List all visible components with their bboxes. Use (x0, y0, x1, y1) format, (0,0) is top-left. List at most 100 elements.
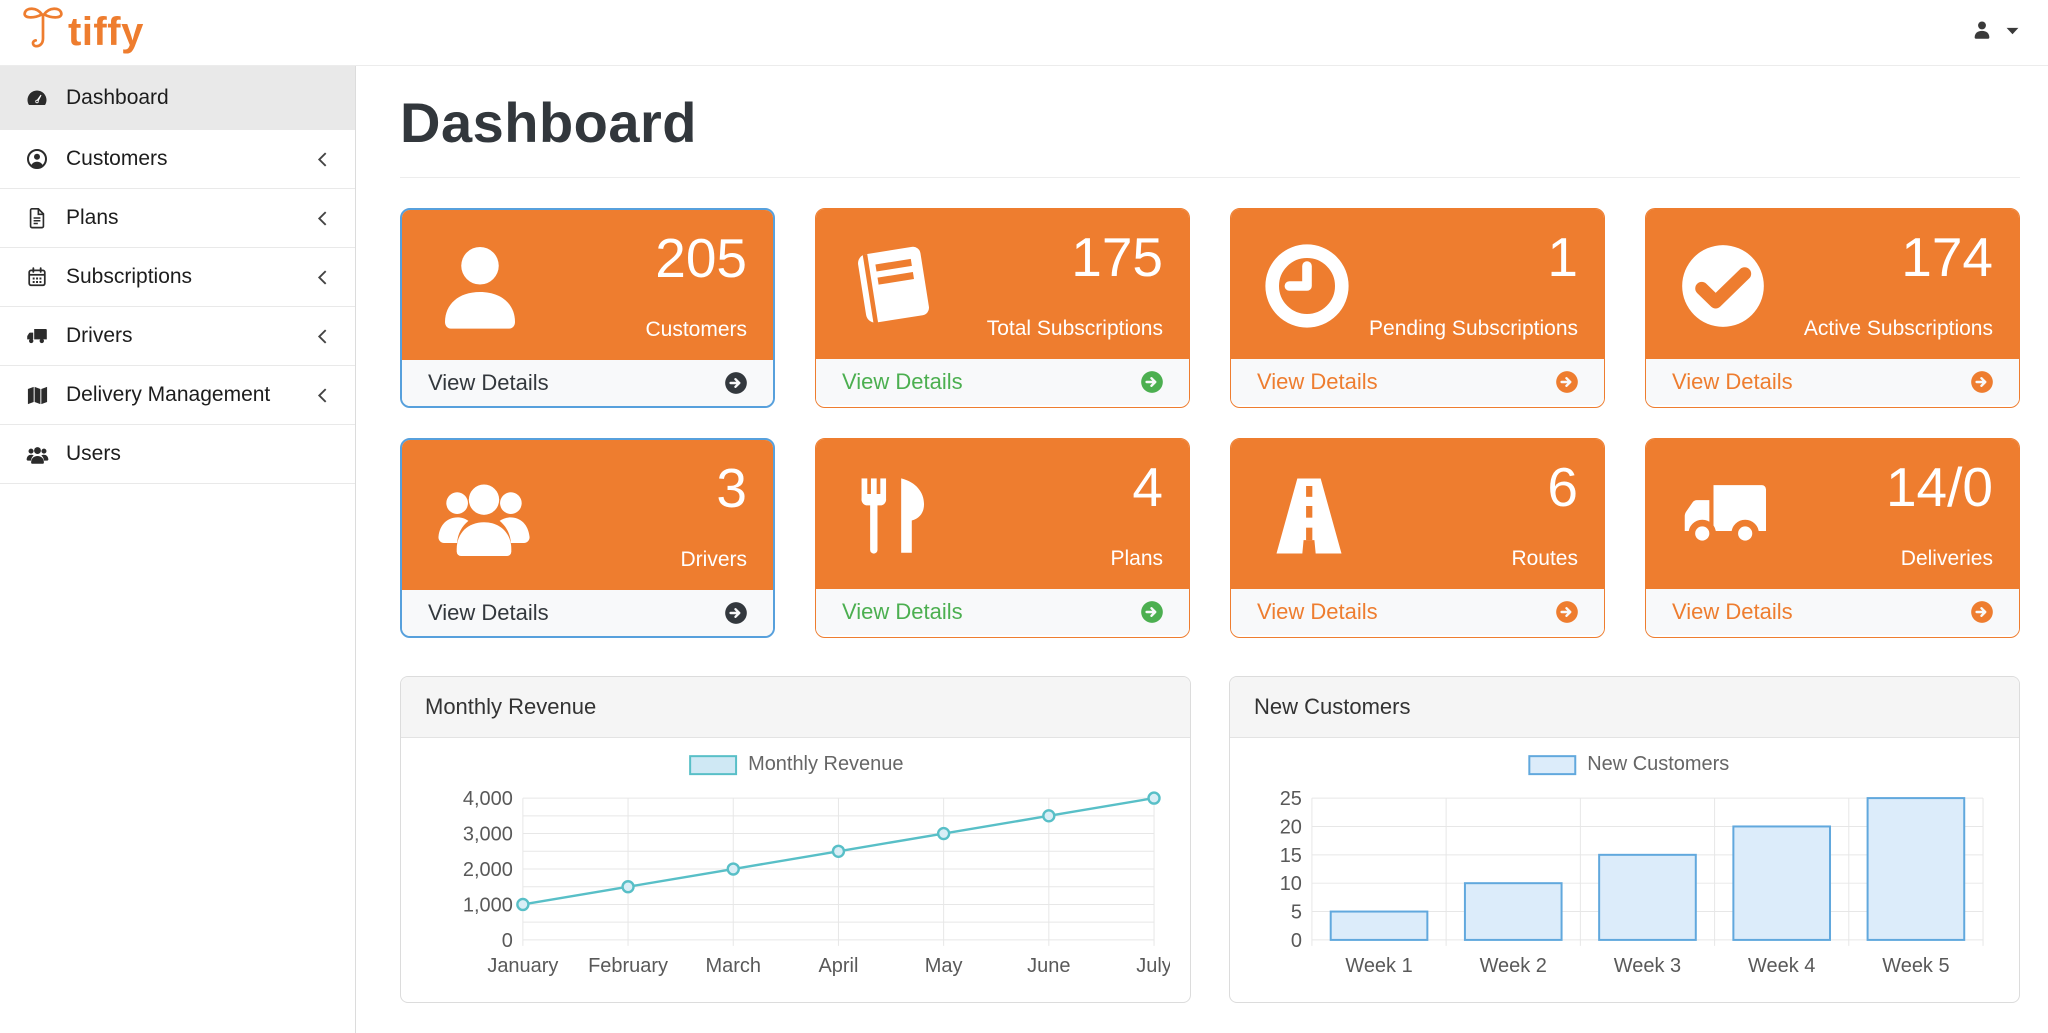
view-details-link[interactable]: View Details (1231, 589, 1604, 635)
book-icon (844, 229, 944, 343)
svg-text:January: January (487, 955, 558, 977)
svg-text:May: May (925, 955, 963, 977)
stat-label: Customers (645, 318, 747, 341)
chevron-left-icon (316, 328, 329, 345)
stat-card-active-subscriptions: 174 Active Subscriptions View Details (1645, 208, 2020, 408)
stat-card-customers: 205 Customers View Details (400, 208, 775, 408)
arrow-circle-right-icon (1139, 599, 1165, 625)
truck-icon (1674, 459, 1778, 573)
svg-text:10: 10 (1280, 873, 1302, 895)
user-menu[interactable] (1971, 19, 2020, 46)
chart-title: New Customers (1230, 677, 2019, 738)
title-divider (400, 177, 2020, 178)
svg-text:March: March (706, 955, 761, 977)
sidebar-item-delivery-management[interactable]: Delivery Management (0, 366, 355, 425)
view-details-link[interactable]: View Details (816, 589, 1189, 635)
sidebar-item-users[interactable]: Users (0, 425, 355, 484)
stat-card-deliveries: 14/0 Deliveries View Details (1645, 438, 2020, 638)
svg-text:Week 3: Week 3 (1614, 955, 1681, 977)
stat-value: 1 (1547, 226, 1578, 288)
stat-cards-grid: 205 Customers View Details (400, 208, 2020, 638)
sidebar-item-label: Plans (66, 206, 119, 229)
view-details-link[interactable]: View Details (402, 360, 773, 406)
svg-text:Week 4: Week 4 (1748, 955, 1815, 977)
chevron-left-icon (316, 151, 329, 168)
view-details-link[interactable]: View Details (1231, 359, 1604, 405)
view-details-link[interactable]: View Details (1646, 359, 2019, 405)
svg-text:April: April (818, 955, 858, 977)
truck-icon (22, 324, 52, 348)
svg-text:Week 2: Week 2 (1480, 955, 1547, 977)
sidebar-item-label: Subscriptions (66, 265, 193, 288)
stat-card-drivers: 3 Drivers View Details (400, 438, 775, 638)
stat-value: 3 (716, 457, 747, 519)
monthly-revenue-card: Monthly Revenue Monthly Revenue 0 1,000 2,0… (400, 676, 1191, 1003)
calendar-icon (22, 266, 52, 288)
monthly-revenue-chart: Monthly Revenue 0 1,000 2,000 3,000 4,000 Janu… (463, 753, 1170, 977)
svg-text:3,000: 3,000 (463, 824, 513, 846)
svg-text:15: 15 (1280, 845, 1302, 867)
svg-text:Week 1: Week 1 (1345, 955, 1412, 977)
users-icon (430, 460, 538, 574)
check-circle-icon (1674, 229, 1772, 343)
chart-title: Monthly Revenue (401, 677, 1190, 738)
caret-down-icon (2005, 24, 2020, 42)
svg-text:June: June (1027, 955, 1070, 977)
brand-name: tiffy (68, 10, 144, 54)
main-content: Dashboard 205 Customers View Details (356, 66, 2048, 1033)
chevron-left-icon (316, 210, 329, 227)
stat-value: 14/0 (1885, 456, 1993, 518)
view-details-link[interactable]: View Details (1646, 589, 2019, 635)
stat-value: 6 (1547, 456, 1578, 518)
stat-label: Drivers (680, 548, 748, 571)
stat-value: 175 (1071, 226, 1163, 288)
svg-text:0: 0 (1291, 930, 1302, 952)
sidebar-item-subscriptions[interactable]: Subscriptions (0, 248, 355, 307)
top-navbar: tiffy (0, 0, 2048, 66)
arrow-circle-right-icon (1969, 599, 1995, 625)
chevron-left-icon (316, 387, 329, 404)
stat-card-plans: 4 Plans View Details (815, 438, 1190, 638)
arrow-circle-right-icon (723, 600, 749, 626)
svg-text:Week 5: Week 5 (1882, 955, 1949, 977)
svg-text:New Customers: New Customers (1587, 753, 1729, 775)
stat-card-routes: 6 Routes View Details (1230, 438, 1605, 638)
sidebar-item-customers[interactable]: Customers (0, 130, 355, 189)
sidebar-item-plans[interactable]: Plans (0, 189, 355, 248)
sidebar-item-dashboard[interactable]: Dashboard (0, 66, 355, 130)
brand[interactable]: tiffy (20, 4, 144, 61)
sidebar-item-drivers[interactable]: Drivers (0, 307, 355, 366)
view-details-link[interactable]: View Details (402, 590, 773, 636)
stat-label: Plans (1110, 547, 1163, 570)
stat-value: 174 (1901, 226, 1993, 288)
svg-text:July: July (1136, 955, 1170, 977)
stat-label: Pending Subscriptions (1369, 317, 1578, 340)
arrow-circle-right-icon (723, 370, 749, 396)
svg-text:0: 0 (502, 930, 513, 952)
chevron-left-icon (316, 269, 329, 286)
stat-label: Active Subscriptions (1803, 317, 1993, 340)
stat-label: Routes (1511, 547, 1578, 570)
sidebar-item-label: Drivers (66, 324, 133, 347)
view-details-link[interactable]: View Details (816, 359, 1189, 405)
page-title: Dashboard (400, 91, 697, 154)
arrow-circle-right-icon (1554, 599, 1580, 625)
users-icon (22, 442, 52, 467)
stat-card-pending-subscriptions: 1 Pending Subscriptions View Details (1230, 208, 1605, 408)
charts-row: Monthly Revenue Monthly Revenue 0 1,000 2,0… (400, 676, 2020, 1003)
user-icon (430, 230, 530, 344)
svg-text:February: February (588, 955, 668, 977)
sidebar-item-label: Customers (66, 147, 168, 170)
stat-value: 205 (655, 227, 747, 289)
file-icon (22, 207, 52, 229)
utensils-icon (844, 459, 942, 573)
new-customers-card: New Customers New Customers 0 5 10 15 20 25 Wee… (1229, 676, 2020, 1003)
stat-card-total-subscriptions: 175 Total Subscriptions View Details (815, 208, 1190, 408)
svg-text:5: 5 (1291, 902, 1302, 924)
stat-value: 4 (1132, 456, 1163, 518)
clock-icon (1259, 229, 1355, 343)
svg-text:25: 25 (1280, 788, 1302, 810)
arrow-circle-right-icon (1554, 369, 1580, 395)
map-icon (22, 384, 52, 407)
arrow-circle-right-icon (1969, 369, 1995, 395)
